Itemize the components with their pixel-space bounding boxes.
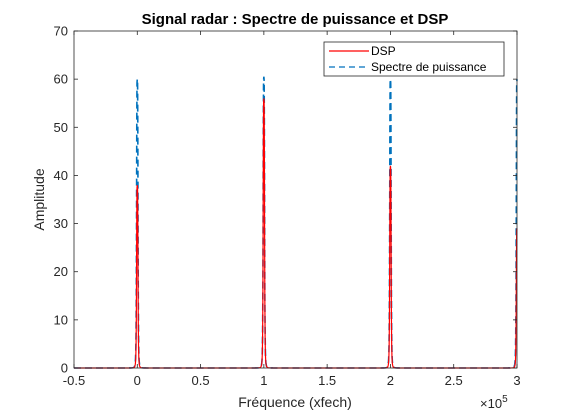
- x-tick-label: 3: [513, 373, 520, 388]
- x-tick-label: 0.5: [192, 373, 210, 388]
- y-tick-label: 50: [54, 120, 68, 135]
- y-tick-label: 70: [54, 24, 68, 39]
- x-tick-label: 0: [134, 373, 141, 388]
- x-tick-label: 1: [260, 373, 267, 388]
- y-tick-label: 40: [54, 168, 68, 183]
- y-tick-label: 60: [54, 72, 68, 87]
- y-tick-label: 30: [54, 216, 68, 231]
- legend: DSP Spectre de puissance: [324, 42, 504, 76]
- x-tick-label: 1.5: [318, 373, 336, 388]
- legend-label-spectre: Spectre de puissance: [371, 60, 487, 74]
- plot-area: [74, 31, 517, 368]
- x-tick-label: 2.5: [445, 373, 463, 388]
- y-tick-label: 20: [54, 264, 68, 279]
- x-axis-exponent-power: 5: [502, 394, 508, 405]
- legend-label-dsp: DSP: [371, 44, 396, 58]
- x-axis-label: Fréquence (xfech): [238, 394, 352, 410]
- y-tick-label: 10: [54, 312, 68, 327]
- x-axis-exponent-base: ×10: [480, 396, 502, 411]
- x-tick-label: 2: [387, 373, 394, 388]
- y-axis-label: Amplitude: [31, 168, 47, 230]
- chart-title: Signal radar : Spectre de puissance et D…: [142, 11, 449, 28]
- y-tick-label: 0: [61, 361, 68, 376]
